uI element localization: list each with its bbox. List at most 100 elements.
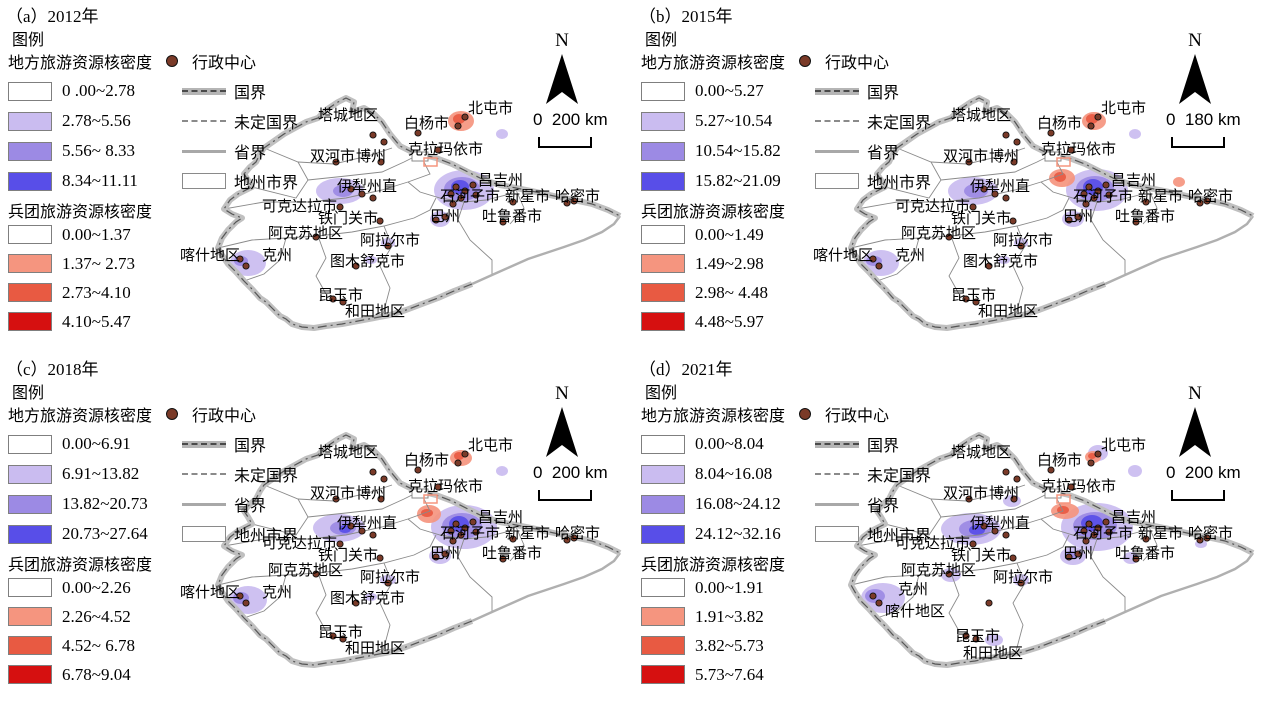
corps-density-classes: 0.00~1.37 1.37~ 2.73 2.73~4.10 4.10~5.47 — [8, 220, 135, 336]
admin-center-dot — [1203, 534, 1211, 542]
local-density-classes: 0 .00~2.78 2.78~5.56 5.56~ 8.33 8.34~11.… — [8, 76, 138, 196]
admin-center-dot — [454, 122, 462, 130]
city-extent-box — [1044, 151, 1062, 162]
admin-center-dot — [1132, 555, 1140, 563]
local-density-blob — [365, 593, 377, 601]
local-density-title: 地方旅游资源核密度 — [8, 408, 153, 425]
class-range: 4.48~5.97 — [695, 311, 764, 331]
map-label: 石河子市 — [440, 525, 500, 542]
admin-center-dot — [1196, 536, 1204, 544]
class-swatch — [641, 141, 685, 161]
map-label: 昆玉市 — [951, 287, 996, 304]
class-swatch — [8, 636, 52, 655]
prefecture-boundary-line — [876, 237, 920, 282]
admin-center-dot — [461, 524, 469, 532]
scale-label: 0 200 km — [1166, 463, 1241, 482]
map-label: 克州 — [262, 247, 292, 264]
legend-class-row: 3.82~5.73 — [641, 631, 764, 660]
map-label: 昌吉州 — [1111, 509, 1156, 526]
admin-center-dot — [332, 158, 340, 166]
map-label: 白杨市 — [404, 115, 449, 132]
class-swatch — [8, 171, 52, 191]
class-range: 20.73~27.64 — [62, 524, 148, 543]
map-label: 喀什地区 — [813, 247, 873, 264]
admin-center-dot — [972, 635, 980, 643]
admin-center-dot — [1196, 199, 1204, 207]
scale-bracket-icon — [1171, 137, 1225, 148]
local-density-classes: 0.00~6.91 6.91~13.82 13.82~20.73 20.73~2… — [8, 429, 148, 549]
province-boundary-line — [471, 552, 621, 623]
admin-center-dot — [339, 635, 347, 643]
admin-center-dot — [1002, 531, 1010, 539]
class-swatch — [641, 254, 685, 273]
admin-center-dot — [1067, 483, 1075, 491]
admin-center-dot — [236, 592, 244, 600]
admin-center-dot — [384, 242, 392, 250]
class-range: 1.37~ 2.73 — [62, 253, 135, 273]
map-label: 昌吉州 — [478, 509, 523, 526]
class-range: 0.00~1.91 — [695, 577, 764, 597]
prefecture-boundary-line — [1090, 201, 1126, 275]
class-swatch — [8, 665, 52, 684]
class-swatch — [641, 578, 685, 597]
prefecture-boundary-line — [850, 197, 1070, 249]
region-fill — [851, 98, 1253, 328]
class-swatch — [8, 578, 52, 597]
admin-center-dot — [242, 599, 250, 607]
north-arrow: N — [1173, 383, 1217, 459]
scale-bracket-icon — [1171, 490, 1225, 501]
admin-center-dot — [1080, 190, 1088, 198]
admin-center-dot — [991, 190, 999, 198]
map-label: 双河市 — [310, 485, 355, 502]
map-label: 可克达拉市 — [262, 198, 337, 215]
admin-center-dot — [236, 255, 244, 263]
corps-density-title: 兵团旅游资源核密度 — [641, 204, 786, 221]
map-label: 阿克苏地区 — [901, 562, 976, 579]
map-label: 石河子市 — [440, 188, 500, 205]
admin-center-dot — [1002, 131, 1010, 139]
class-swatch — [8, 81, 52, 101]
admin-center-dot — [1105, 528, 1113, 536]
corps-density-blob — [1054, 172, 1066, 182]
class-range: 0.00~1.37 — [62, 224, 131, 244]
prefecture-boundary-line — [940, 490, 1054, 518]
admin-center-dot — [1010, 495, 1018, 503]
class-range: 24.12~32.16 — [695, 524, 781, 543]
map-label: 和田地区 — [978, 303, 1038, 320]
legend-class-row: 10.54~15.82 — [641, 136, 781, 166]
admin-center-dot — [1087, 459, 1095, 467]
map-label: 可克达拉市 — [895, 198, 970, 215]
prefecture-boundary-line — [379, 562, 393, 656]
north-label: N — [555, 383, 569, 404]
national-boundary-core — [850, 434, 1254, 666]
map-label: 和田地区 — [963, 645, 1023, 662]
region-fill — [851, 435, 1253, 665]
admin-center-dot — [1017, 242, 1025, 250]
admin-center-dot-icon — [799, 55, 812, 67]
scale-bracket-icon — [538, 490, 592, 501]
legend-class-row: 0 .00~2.78 — [8, 76, 138, 106]
admin-center-dot — [985, 599, 993, 607]
north-arrow-icon — [1179, 407, 1211, 457]
map-label: 图木舒克市 — [330, 590, 405, 607]
map-label: 昆玉市 — [318, 624, 363, 641]
class-range: 16.08~24.12 — [695, 494, 781, 513]
class-range: 2.98~ 4.48 — [695, 282, 768, 302]
admin-center-dot — [563, 199, 571, 207]
legend-class-row: 4.52~ 6.78 — [8, 631, 135, 660]
map-label: 喀什地区 — [885, 603, 945, 620]
admin-center-dot — [1009, 217, 1017, 225]
scale-bar: 0 180 km — [1166, 110, 1241, 150]
admin-center-dot — [449, 200, 457, 208]
local-density-blob — [496, 466, 508, 476]
map-label: 喀什地区 — [180, 247, 240, 264]
map-label: 博州 — [356, 485, 386, 502]
admin-center-dot — [332, 495, 340, 503]
admin-center-dot — [875, 599, 883, 607]
map-label: 克州 — [895, 247, 925, 264]
admin-center-dot — [1142, 198, 1150, 206]
national-boundary-core — [217, 434, 621, 666]
admin-center-dot — [369, 468, 377, 476]
